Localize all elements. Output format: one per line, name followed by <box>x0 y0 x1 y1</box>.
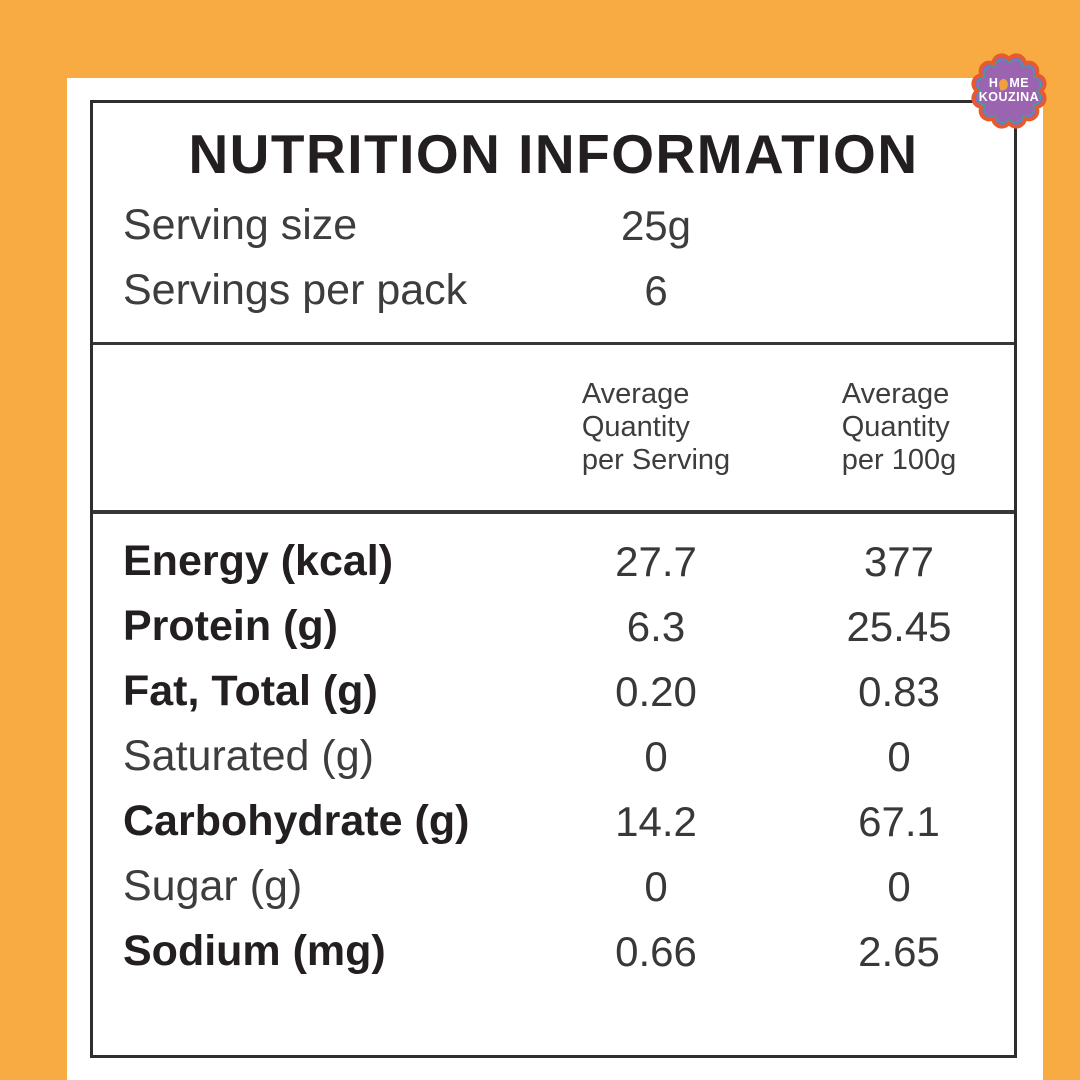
brand-badge: H ME KOUZINA <box>969 51 1049 131</box>
page-title: NUTRITION INFORMATION <box>188 123 919 185</box>
nutrient-value-per-100g: 67.1 <box>858 797 940 845</box>
nutrient-value-per-serving: 6.3 <box>626 602 686 650</box>
column-header-per-serving: Average Quantity per Serving <box>523 378 789 476</box>
nutrient-value-per-100g: 2.65 <box>858 927 940 975</box>
column-header-per-serving-text: Average Quantity per Serving <box>581 378 731 476</box>
servings-per-pack-value: 6 <box>644 266 668 314</box>
nutrition-table: NUTRITION INFORMATION Serving size 25g S… <box>90 100 1017 1058</box>
brand-name-line2: KOUZINA <box>978 90 1040 104</box>
column-header-per-100g: Average Quantity per 100g <box>789 378 1009 476</box>
nutrient-value-per-serving: 0 <box>644 862 668 910</box>
nutrition-label-card: NUTRITION INFORMATION Serving size 25g S… <box>67 78 1043 1080</box>
column-header-per-100g-text: Average Quantity per 100g <box>841 378 957 476</box>
section-divider-top <box>93 342 1014 345</box>
serving-size-value: 25g <box>620 201 692 249</box>
nutrient-value-per-100g: 0 <box>887 732 911 780</box>
nutrient-value-per-100g: 377 <box>863 537 935 585</box>
nutrient-label: Sugar (g) <box>123 862 303 910</box>
nutrient-value-per-serving: 0 <box>644 732 668 780</box>
nutrient-label: Saturated (g) <box>123 732 374 780</box>
brand-name-h: H <box>988 76 999 91</box>
table-row: Sugar (g) 0 0 <box>93 854 1014 919</box>
table-row: Protein (g) 6.3 25.45 <box>93 594 1014 659</box>
nutrient-value-per-100g: 25.45 <box>846 602 952 650</box>
nutrient-label: Protein (g) <box>123 602 338 650</box>
servings-per-pack-row: Servings per pack 6 <box>93 258 1014 323</box>
nutrient-label: Energy (kcal) <box>123 537 394 585</box>
spacer <box>93 323 1014 342</box>
badge-seal-icon <box>971 53 1047 129</box>
nutrient-value-per-100g: 0 <box>887 862 911 910</box>
brand-name-me: ME <box>1009 76 1030 91</box>
table-row: Fat, Total (g) 0.20 0.83 <box>93 659 1014 724</box>
spacer <box>93 514 1014 529</box>
nutrient-value-per-100g: 0.83 <box>858 667 940 715</box>
table-row: Energy (kcal) 27.7 377 <box>93 529 1014 594</box>
serving-size-label: Serving size <box>123 201 358 249</box>
nutrient-label: Fat, Total (g) <box>123 667 378 715</box>
column-header-row: Average Quantity per Serving Average Qua… <box>93 345 1014 510</box>
brand-name-line1: H ME <box>988 76 1030 91</box>
brand-name: H ME KOUZINA <box>969 51 1049 131</box>
table-row: Sodium (mg) 0.66 2.65 <box>93 919 1014 984</box>
nutrient-value-per-serving: 14.2 <box>615 797 697 845</box>
nutrient-label: Sodium (mg) <box>123 927 386 975</box>
serving-size-row: Serving size 25g <box>93 193 1014 258</box>
flame-icon <box>998 77 1010 91</box>
table-row: Saturated (g) 0 0 <box>93 724 1014 789</box>
nutrient-rows-container: Energy (kcal) 27.7 377 Protein (g) 6.3 2… <box>93 529 1014 984</box>
servings-per-pack-label: Servings per pack <box>123 266 468 314</box>
nutrient-value-per-serving: 0.20 <box>615 667 697 715</box>
table-row: Carbohydrate (g) 14.2 67.1 <box>93 789 1014 854</box>
nutrient-value-per-serving: 27.7 <box>615 537 697 585</box>
nutrient-value-per-serving: 0.66 <box>615 927 697 975</box>
section-divider-header <box>93 510 1014 514</box>
nutrient-label: Carbohydrate (g) <box>123 797 470 845</box>
